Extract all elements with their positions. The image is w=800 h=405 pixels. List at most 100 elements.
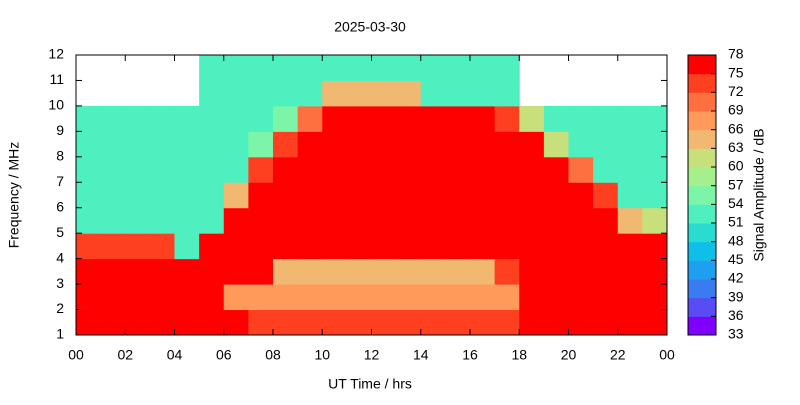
heat-cell <box>420 309 446 336</box>
heat-cell <box>76 156 102 183</box>
colorbar-tick-label: 51 <box>728 214 744 230</box>
heat-cell <box>371 284 397 311</box>
heat-cell <box>125 258 151 285</box>
heat-cell <box>273 80 299 107</box>
heat-cell <box>470 105 496 132</box>
heat-cell <box>642 284 668 311</box>
x-tick-label: 10 <box>314 347 330 363</box>
y-axis-label: Frequency / MHz <box>6 142 22 249</box>
heat-cell <box>248 258 274 285</box>
heat-cell <box>322 182 348 209</box>
heat-cell <box>76 309 102 336</box>
heat-cell <box>125 233 151 260</box>
heat-cell <box>100 207 126 234</box>
heat-cell <box>494 182 520 209</box>
heat-cell <box>543 182 569 209</box>
heat-cell <box>593 131 619 158</box>
colorbar-swatch <box>688 148 716 168</box>
heat-cell <box>519 207 545 234</box>
heat-cell <box>445 131 471 158</box>
colorbar-tick-label: 45 <box>728 251 744 267</box>
heat-cell <box>149 131 175 158</box>
y-tick-label: 10 <box>48 97 64 113</box>
heat-cell <box>617 182 643 209</box>
heat-cell <box>396 207 422 234</box>
heat-cell <box>322 156 348 183</box>
heat-cell <box>322 309 348 336</box>
colorbar-tick-label: 48 <box>728 232 744 248</box>
heat-cell <box>445 207 471 234</box>
heat-cell <box>420 80 446 107</box>
heat-cell <box>470 55 496 81</box>
heat-cell <box>125 105 151 132</box>
heat-cell <box>199 207 225 234</box>
heat-cell <box>642 233 668 260</box>
heat-cell <box>223 131 249 158</box>
heat-cell <box>519 156 545 183</box>
heat-cell <box>420 105 446 132</box>
heat-cell <box>371 105 397 132</box>
heat-cell <box>494 309 520 336</box>
heat-cell <box>273 207 299 234</box>
heat-cell <box>445 156 471 183</box>
heat-cell <box>519 131 545 158</box>
heat-cell <box>248 207 274 234</box>
heat-cell <box>149 182 175 209</box>
heat-cell <box>617 105 643 132</box>
heat-cell <box>248 105 274 132</box>
heat-cell <box>149 233 175 260</box>
heat-cell <box>346 156 372 183</box>
heat-cell <box>273 55 299 81</box>
heat-cell <box>445 182 471 209</box>
heat-cell <box>346 131 372 158</box>
heat-cell <box>593 105 619 132</box>
heat-cell <box>568 284 594 311</box>
heat-cell <box>371 182 397 209</box>
y-tick-label: 12 <box>48 46 64 62</box>
heat-cell <box>494 55 520 81</box>
heat-cell <box>470 233 496 260</box>
heat-cell <box>346 182 372 209</box>
heat-cell <box>543 258 569 285</box>
heat-cell <box>445 258 471 285</box>
heat-cell <box>248 182 274 209</box>
heat-cell <box>199 309 225 336</box>
colorbar-swatch <box>688 297 716 317</box>
heat-cell <box>125 309 151 336</box>
heat-cell <box>445 309 471 336</box>
heat-cell <box>543 105 569 132</box>
heat-cell <box>100 309 126 336</box>
heat-cell <box>273 284 299 311</box>
x-tick-label: 04 <box>167 347 183 363</box>
y-tick-label: 4 <box>56 249 64 265</box>
heat-cell <box>297 156 323 183</box>
heat-cell <box>223 80 249 107</box>
heat-cell <box>248 309 274 336</box>
heat-cell <box>494 131 520 158</box>
heat-cell <box>322 131 348 158</box>
heat-cell <box>470 258 496 285</box>
colorbar-tick-label: 78 <box>728 46 744 62</box>
heat-cell <box>199 105 225 132</box>
heat-cell <box>420 233 446 260</box>
colorbar-swatch <box>688 223 716 243</box>
heat-cell <box>396 105 422 132</box>
heat-cell <box>420 156 446 183</box>
heat-cell <box>494 207 520 234</box>
heat-cell <box>568 105 594 132</box>
chart-title: 2025-03-30 <box>334 19 406 35</box>
heat-cell <box>199 182 225 209</box>
heat-cell <box>273 105 299 132</box>
heat-cell <box>223 284 249 311</box>
heat-cell <box>396 55 422 81</box>
heat-cell <box>174 309 200 336</box>
x-tick-label: 00 <box>659 347 675 363</box>
colorbar-swatch <box>688 279 716 299</box>
heat-cell <box>396 233 422 260</box>
heat-cell <box>322 258 348 285</box>
heat-cell <box>322 284 348 311</box>
heat-cell <box>273 309 299 336</box>
heat-cell <box>420 284 446 311</box>
heat-cell <box>568 258 594 285</box>
